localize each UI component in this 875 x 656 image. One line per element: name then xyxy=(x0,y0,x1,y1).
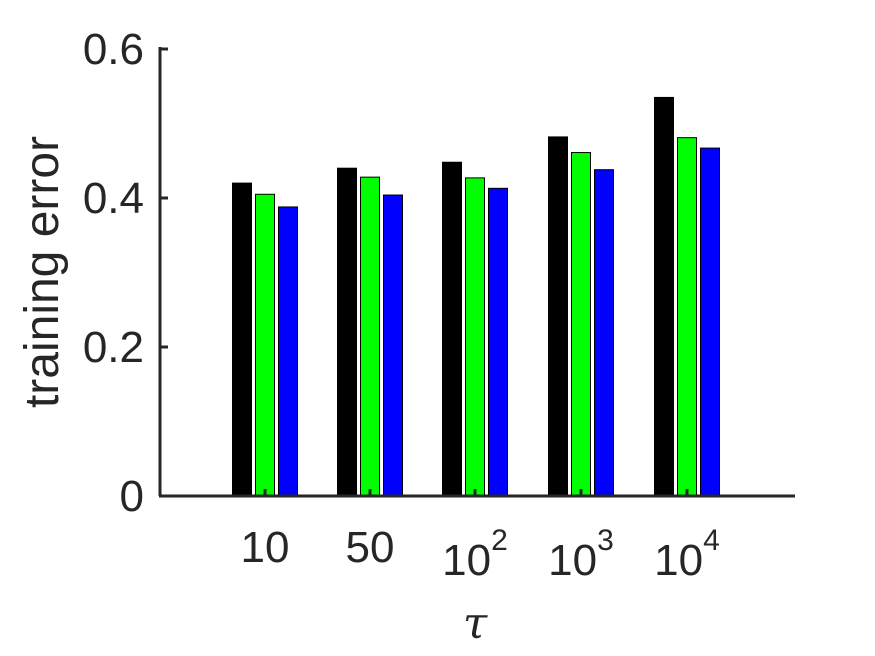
y-tick-label: 0.2 xyxy=(83,323,144,372)
labels-group: 0 0.2 0.4 0.6 10 50 102 103 104 xyxy=(83,25,720,585)
bar-series3-cat4 xyxy=(594,169,614,497)
bar-series1-cat2 xyxy=(337,167,357,497)
bar-series2-cat3 xyxy=(465,177,485,497)
x-tick-label: 103 xyxy=(548,524,614,585)
bar-series3-cat3 xyxy=(488,187,508,497)
x-tick-label: 10 xyxy=(241,523,290,572)
bars-group xyxy=(232,96,720,497)
x-tick-label: 102 xyxy=(442,524,508,585)
x-tick-label: 104 xyxy=(654,524,720,585)
bar-series3-cat2 xyxy=(383,194,403,497)
y-tick-label: 0.4 xyxy=(83,174,144,223)
x-tick-label: 50 xyxy=(346,523,395,572)
bar-series2-cat4 xyxy=(571,152,591,497)
y-tick-label: 0 xyxy=(120,472,144,521)
bar-series3-cat1 xyxy=(278,206,298,497)
bar-series1-cat4 xyxy=(548,136,568,497)
axes-group xyxy=(158,47,795,498)
bar-series2-cat1 xyxy=(255,193,275,497)
bar-series1-cat5 xyxy=(654,96,674,497)
y-tick-label: 0.6 xyxy=(83,25,144,74)
bar-series3-cat5 xyxy=(700,147,720,497)
y-axis-label: training error xyxy=(16,136,69,408)
bar-series1-cat3 xyxy=(442,161,462,497)
bar-series1-cat1 xyxy=(232,182,252,497)
x-axis-label: τ xyxy=(463,598,488,649)
bar-series2-cat5 xyxy=(677,137,697,497)
bar-series2-cat2 xyxy=(360,176,380,497)
